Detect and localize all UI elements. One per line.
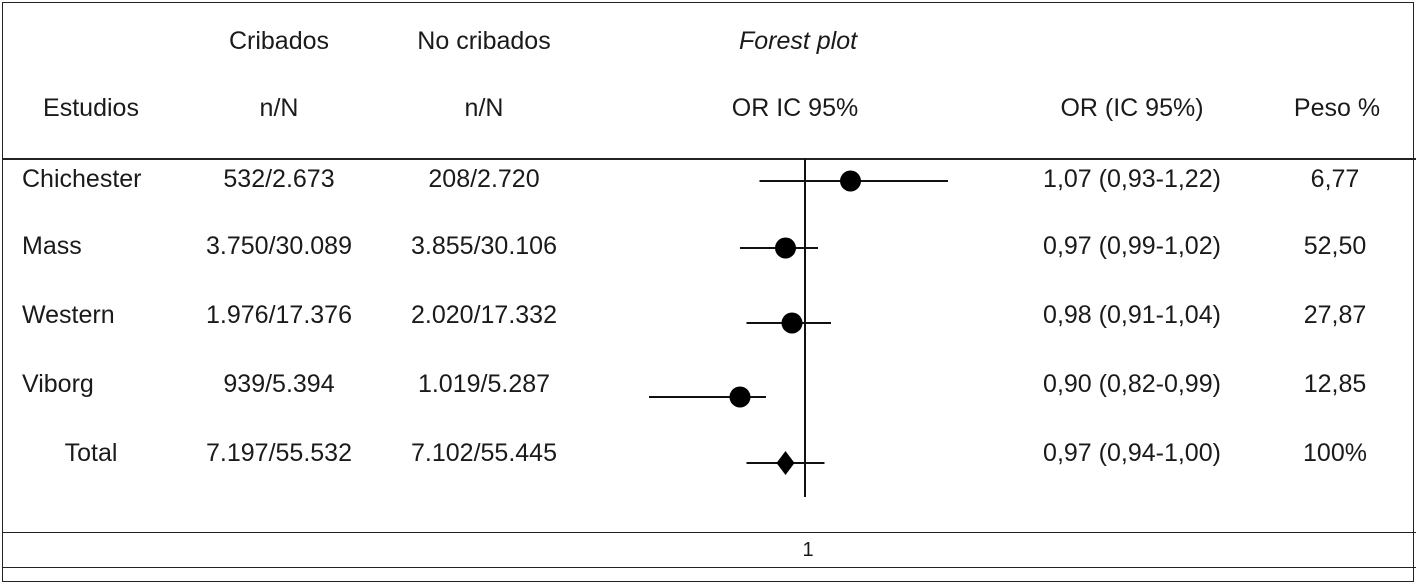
page-number: 1: [802, 539, 814, 561]
screened-count-total: 7.197/55.532: [206, 439, 352, 467]
weight-value: 52,50: [1303, 232, 1367, 260]
screened-count: 1.976/17.376: [206, 301, 352, 329]
header-estudios: Estudios: [43, 94, 139, 122]
or-value: 1,07 (0,93-1,22): [1043, 165, 1221, 193]
study-name: Western: [22, 301, 115, 329]
header-forest-sub: OR IC 95%: [731, 94, 859, 122]
weight-value-total: 100%: [1303, 439, 1367, 467]
header-no-cribados-sub: n/N: [464, 94, 504, 122]
screened-count: 532/2.673: [223, 165, 335, 193]
unscreened-count-total: 7.102/55.445: [411, 439, 557, 467]
or-point: [729, 386, 751, 408]
or-value: 0,98 (0,91-1,04): [1043, 301, 1221, 329]
weight-value: 27,87: [1303, 301, 1367, 329]
weight-value: 6,77: [1310, 165, 1360, 193]
header-divider: [2, 158, 1416, 160]
study-name: Viborg: [22, 370, 94, 398]
pooled-diamond: [776, 451, 795, 475]
table-bottom-border: [2, 532, 1416, 533]
unscreened-count: 1.019/5.287: [417, 370, 551, 398]
or-value: 0,90 (0,82-0,99): [1043, 370, 1221, 398]
study-name: Mass: [22, 232, 82, 260]
or-point: [781, 312, 803, 334]
footer-bottom-border: [2, 567, 1416, 568]
study-name-total: Total: [64, 439, 118, 467]
or-value-total: 0,97 (0,94-1,00): [1043, 439, 1221, 467]
unscreened-count: 2.020/17.332: [411, 301, 557, 329]
screened-count: 3.750/30.089: [206, 232, 352, 260]
header-no-cribados: No cribados: [417, 27, 551, 55]
header-or-ic: OR (IC 95%): [1060, 94, 1204, 122]
header-forest-plot: Forest plot: [738, 27, 858, 55]
header-peso: Peso %: [1293, 94, 1381, 122]
screened-count: 939/5.394: [223, 370, 335, 398]
unscreened-count: 3.855/30.106: [411, 232, 557, 260]
header-cribados: Cribados: [228, 27, 330, 55]
or-point: [840, 170, 861, 192]
or-value: 0,97 (0,99-1,02): [1043, 232, 1221, 260]
or-point: [775, 237, 796, 259]
header-cribados-sub: n/N: [259, 94, 299, 122]
weight-value: 12,85: [1303, 370, 1367, 398]
study-name: Chichester: [22, 165, 142, 193]
unscreened-count: 208/2.720: [428, 165, 540, 193]
